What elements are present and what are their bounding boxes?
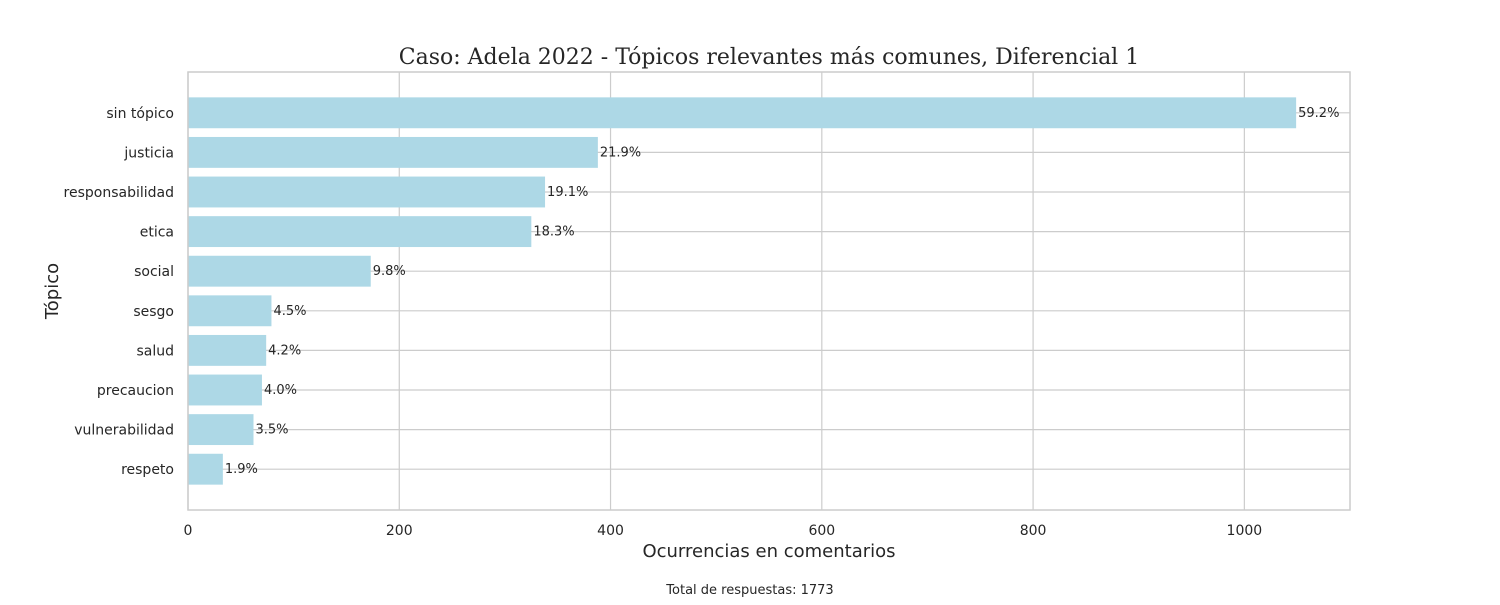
bar-value-label: 59.2% [1298, 106, 1339, 121]
plot-frame [187, 71, 1351, 511]
chart-title: Caso: Adela 2022 - Tópicos relevantes má… [399, 45, 1139, 70]
bar-value-label: 4.5% [273, 304, 306, 319]
y-tick-label: vulnerabilidad [74, 423, 174, 439]
y-tick-label: precaucion [97, 383, 174, 399]
bar-4 [188, 255, 371, 287]
y-tick-label: justicia [123, 145, 174, 161]
y-tick-label: etica [140, 225, 174, 241]
y-axis-label: Tópico [42, 263, 63, 320]
bar-6 [188, 334, 267, 366]
bars [188, 97, 1297, 485]
x-tick-label: 0 [184, 523, 193, 539]
bar-value-label: 3.5% [255, 423, 288, 438]
bar-3 [188, 216, 532, 248]
bar-0 [188, 97, 1297, 129]
bar-1 [188, 136, 598, 168]
y-tick-label: sesgo [133, 304, 174, 320]
x-tick-label: 600 [808, 523, 835, 539]
bar-8 [188, 414, 254, 446]
y-tick-label: social [134, 264, 174, 280]
bar-7 [188, 374, 262, 406]
bar-value-label: 21.9% [600, 145, 641, 160]
y-tick-label: sin tópico [106, 106, 174, 122]
x-tick-label: 200 [386, 523, 413, 539]
x-tick-label: 400 [597, 523, 624, 539]
footnote: Total de respuestas: 1773 [665, 583, 833, 598]
x-tick-labels: 0 200 400 600 800 1000 [184, 523, 1263, 539]
y-tick-label: responsabilidad [64, 185, 174, 201]
x-tick-label: 800 [1020, 523, 1047, 539]
grid-lines [187, 72, 1350, 510]
bar-value-label: 4.0% [264, 383, 297, 398]
bar-labels: 59.2% 21.9% 19.1% 18.3% 9.8% 4.5% 4.2% 4.0% 3.5%… [225, 106, 1340, 477]
y-tick-label: respeto [121, 462, 174, 478]
bar-value-label: 1.9% [225, 462, 258, 477]
bar-value-label: 19.1% [547, 185, 588, 200]
bar-value-label: 18.3% [533, 225, 574, 240]
bar-9 [188, 453, 223, 485]
y-tick-label: salud [136, 343, 174, 359]
bar-value-label: 9.8% [373, 264, 406, 279]
bar-value-label: 4.2% [268, 343, 301, 358]
x-tick-label: 1000 [1227, 523, 1263, 539]
x-axis-label: Ocurrencias en comentarios [642, 541, 895, 562]
bar-5 [188, 295, 272, 327]
y-tick-labels: sin tópico justicia responsabilidad etica so… [64, 106, 174, 478]
bar-2 [188, 176, 546, 208]
